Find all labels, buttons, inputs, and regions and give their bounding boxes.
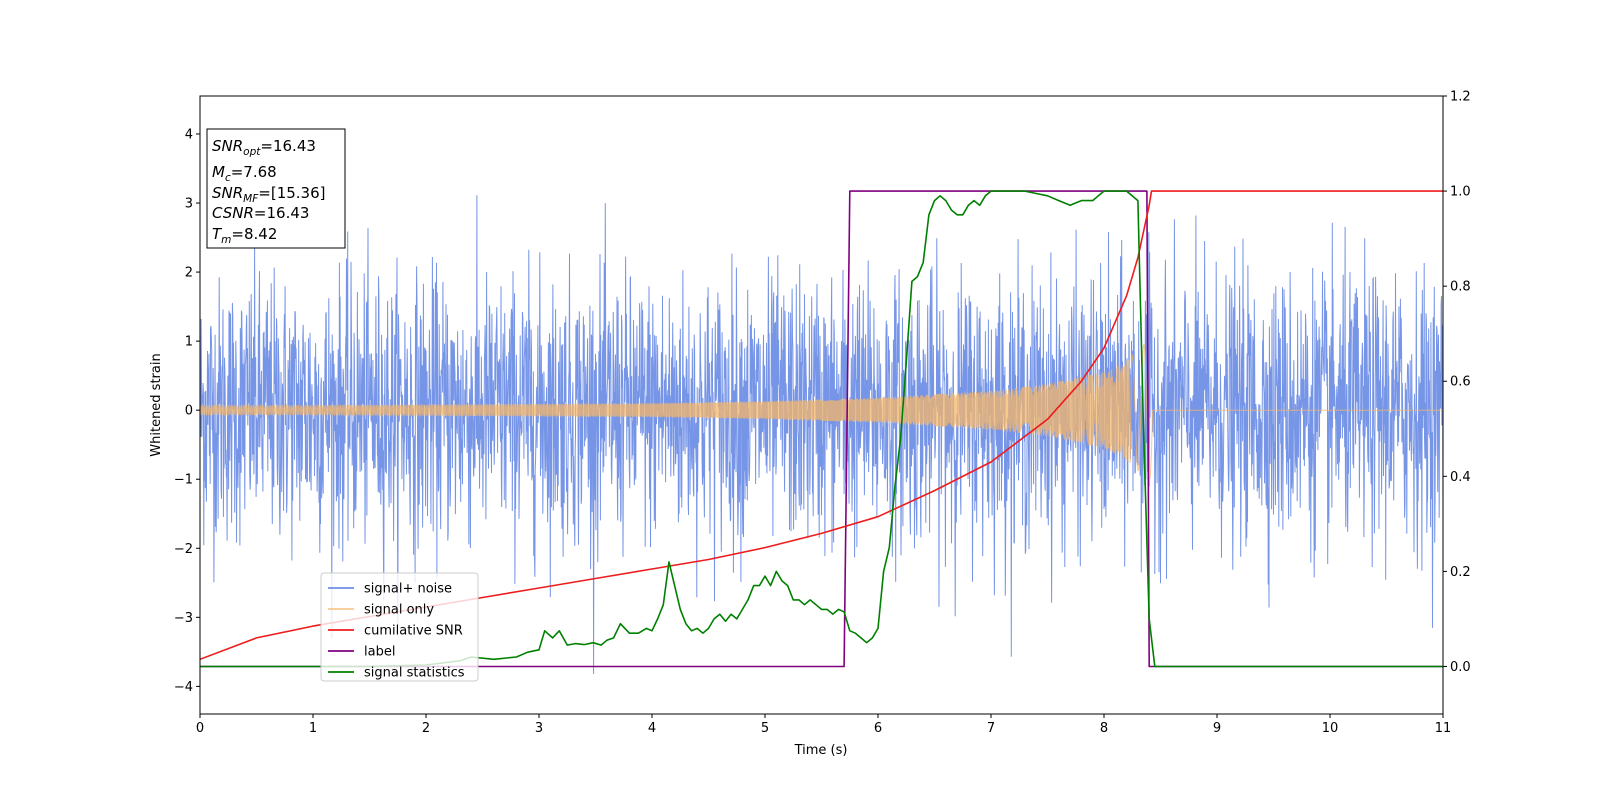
x-tick-label: 2 <box>422 721 430 736</box>
x-tick-label: 9 <box>1213 721 1221 736</box>
signal-only-series <box>200 343 1443 479</box>
plot-frame <box>199 95 1444 715</box>
y-left-tick-label: −2 <box>174 542 193 557</box>
y-left-tick-label: −4 <box>174 680 193 695</box>
legend-label: signal statistics <box>364 666 465 681</box>
x-tick-label: 11 <box>1435 721 1452 736</box>
left-axis-ticks: −4 −3 −2 −1 0 1 2 3 4 <box>174 127 200 695</box>
snr-opt-annotation: SNRopt=16.43 <box>212 137 316 158</box>
x-tick-label: 3 <box>535 721 543 736</box>
legend-label: cumilative SNR <box>364 624 463 639</box>
y-right-tick-label: 1.0 <box>1450 185 1471 200</box>
x-tick-label: 5 <box>761 721 769 736</box>
legend: signal+ noise signal only cumilative SNR la… <box>320 572 479 682</box>
x-tick-label: 7 <box>987 721 995 736</box>
x-tick-label: 6 <box>874 721 882 736</box>
csnr-annotation: CSNR=16.43 <box>212 204 309 222</box>
tm-annotation: Tm=8.42 <box>212 225 277 246</box>
right-axis-ticks: 0.0 0.2 0.4 0.6 0.8 1.0 1.2 <box>1443 90 1471 675</box>
x-axis-ticks: 0 1 2 3 4 5 6 7 8 9 10 11 <box>196 714 1451 736</box>
y-right-tick-label: 0.0 <box>1450 660 1471 675</box>
y-axis-label: Whitened strain <box>149 353 164 456</box>
y-left-tick-label: 1 <box>185 335 193 350</box>
x-tick-label: 0 <box>196 721 204 736</box>
info-annotation-box: SNRopt=16.43 Mc=7.68 SNRMF=[15.36] CSNR=… <box>206 128 346 249</box>
legend-label: signal only <box>364 603 434 618</box>
x-axis-label: Time (s) <box>794 743 848 758</box>
x-tick-label: 10 <box>1322 721 1339 736</box>
mc-annotation: Mc=7.68 <box>212 163 277 184</box>
signal-noise-line <box>200 195 1443 675</box>
y-right-tick-label: 0.6 <box>1450 375 1471 390</box>
snr-mf-annotation: SNRMF=[15.36] <box>212 184 326 205</box>
signal-noise-series <box>200 195 1443 675</box>
y-left-tick-label: 2 <box>185 266 193 281</box>
legend-label: label <box>364 645 395 660</box>
y-left-tick-label: −3 <box>174 611 193 626</box>
legend-label: signal+ noise <box>364 582 452 597</box>
y-right-tick-label: 1.2 <box>1450 90 1471 105</box>
signal-statistics-line <box>200 190 1443 668</box>
y-right-tick-label: 0.8 <box>1450 280 1471 295</box>
x-tick-label: 1 <box>309 721 317 736</box>
signal-only-line <box>200 343 1443 479</box>
y-left-tick-label: −1 <box>174 473 193 488</box>
y-left-tick-label: 4 <box>185 127 193 142</box>
x-tick-label: 8 <box>1100 721 1108 736</box>
y-left-tick-label: 0 <box>185 404 193 419</box>
y-right-tick-label: 0.4 <box>1450 470 1471 485</box>
y-right-tick-label: 0.2 <box>1450 565 1471 580</box>
x-tick-label: 4 <box>648 721 656 736</box>
y-left-tick-label: 3 <box>185 197 193 212</box>
